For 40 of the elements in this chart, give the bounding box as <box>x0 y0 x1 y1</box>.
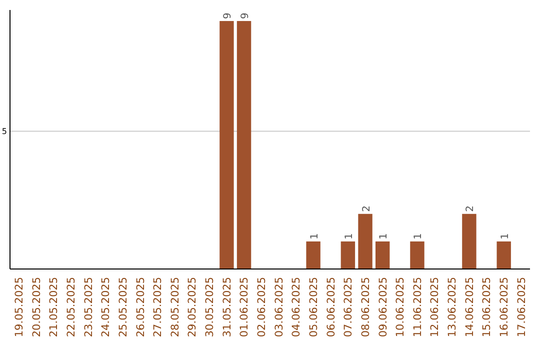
x-tick-label: 25.05.2025 <box>117 277 130 338</box>
x-tick-label: 23.05.2025 <box>82 277 95 338</box>
x-tick-label: 06.06.2025 <box>325 277 338 338</box>
x-tick-label: 14.06.2025 <box>464 277 476 338</box>
x-tick-label: 09.06.2025 <box>377 277 390 338</box>
data-label: 2 <box>465 206 476 212</box>
x-tick-label: 19.05.2025 <box>14 277 26 338</box>
x-tick-label: 10.06.2025 <box>394 277 407 338</box>
x-tick-label: 15.06.2025 <box>481 277 494 338</box>
x-tick-label: 20.05.2025 <box>30 277 43 338</box>
ref-line-label: 5 <box>2 127 7 136</box>
x-tick-label: 01.06.2025 <box>238 277 251 338</box>
x-tick-label: 07.06.2025 <box>342 277 355 338</box>
data-label: 9 <box>240 12 252 20</box>
x-tick-label: 13.06.2025 <box>446 277 459 338</box>
x-tick-label: 30.05.2025 <box>204 277 216 338</box>
x-tick-label: 11.06.2025 <box>412 277 424 338</box>
data-label: 1 <box>378 233 390 240</box>
x-tick-label: 08.06.2025 <box>360 277 372 338</box>
x-tick-label: 24.05.2025 <box>100 277 112 338</box>
x-tick-label: 02.06.2025 <box>256 277 268 338</box>
x-tick-label: 16.06.2025 <box>498 277 511 338</box>
x-tick-label: 21.05.2025 <box>48 277 60 338</box>
data-label: 1 <box>344 233 355 240</box>
x-tick-label: 03.06.2025 <box>273 277 286 338</box>
x-tick-label: 22.05.2025 <box>65 277 78 338</box>
x-tick-label: 29.05.2025 <box>186 277 199 338</box>
x-tick-label: 26.05.2025 <box>134 277 147 338</box>
x-tick-label: 17.06.2025 <box>516 277 528 338</box>
x-tick-label: 27.05.2025 <box>152 277 164 338</box>
data-label: 2 <box>361 206 372 212</box>
data-label: 1 <box>413 233 424 240</box>
x-tick-label: 12.06.2025 <box>429 277 442 338</box>
x-tick-label: 28.05.2025 <box>169 277 182 338</box>
x-tick-label: 04.06.2025 <box>290 277 303 338</box>
x-tick-label: 31.05.2025 <box>221 277 234 338</box>
data-label: 9 <box>222 12 234 20</box>
data-label: 1 <box>500 233 511 240</box>
x-tick-label: 05.06.2025 <box>308 277 320 338</box>
data-label: 1 <box>309 233 320 240</box>
